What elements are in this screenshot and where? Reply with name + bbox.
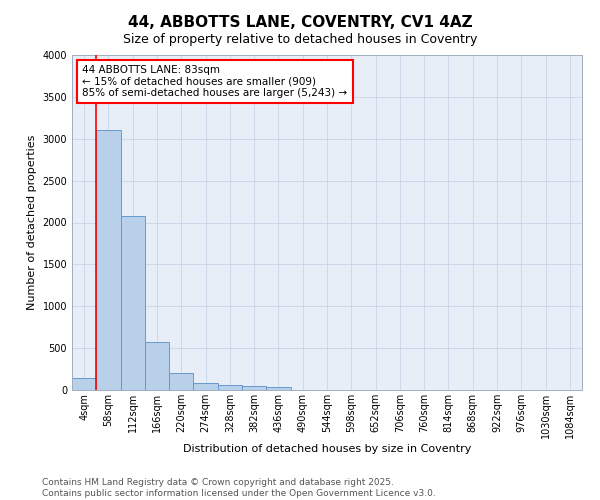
Text: Size of property relative to detached houses in Coventry: Size of property relative to detached ho… [123, 32, 477, 46]
Bar [242, 386, 266, 390]
Bar [169, 373, 193, 390]
Bar [72, 378, 96, 390]
Text: 44 ABBOTTS LANE: 83sqm
← 15% of detached houses are smaller (909)
85% of semi-de: 44 ABBOTTS LANE: 83sqm ← 15% of detached… [82, 65, 347, 98]
X-axis label: Distribution of detached houses by size in Coventry: Distribution of detached houses by size … [183, 444, 471, 454]
Bar [218, 385, 242, 390]
Text: Contains HM Land Registry data © Crown copyright and database right 2025.
Contai: Contains HM Land Registry data © Crown c… [42, 478, 436, 498]
Bar [266, 386, 290, 390]
Text: 44, ABBOTTS LANE, COVENTRY, CV1 4AZ: 44, ABBOTTS LANE, COVENTRY, CV1 4AZ [128, 15, 472, 30]
Bar [193, 383, 218, 390]
Bar [96, 130, 121, 390]
Y-axis label: Number of detached properties: Number of detached properties [27, 135, 37, 310]
Bar [121, 216, 145, 390]
Bar [145, 342, 169, 390]
